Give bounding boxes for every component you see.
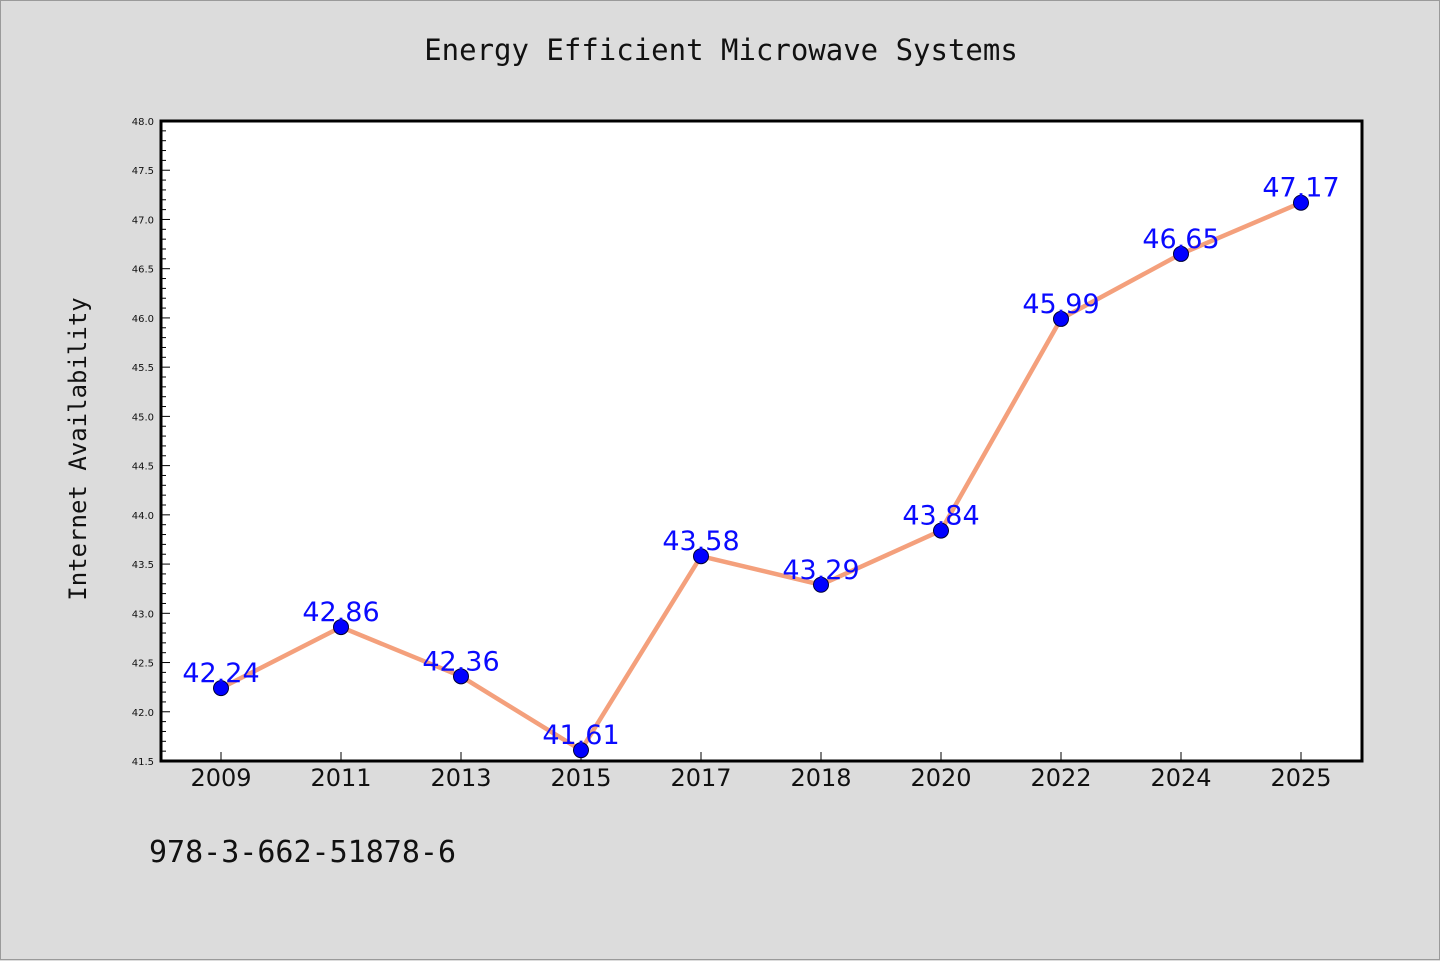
data-label: 42.24 (182, 658, 259, 689)
data-label: 43.58 (662, 526, 739, 557)
y-tick-label: 48.0 (132, 117, 154, 128)
y-tick-label: 42.5 (132, 659, 154, 670)
x-tick-label: 2013 (430, 764, 491, 792)
data-point (213, 680, 229, 697)
plot-area (161, 121, 1362, 761)
data-label: 46.65 (1142, 224, 1219, 255)
series-line-group (213, 194, 1309, 759)
y-axis: 41.5 42.0 42.5 43.0 43.5 44.0 44.5 45.0 45.5 46.0… (132, 117, 170, 768)
x-tick-label: 2024 (1150, 764, 1211, 792)
y-tick-label: 43.5 (132, 560, 154, 571)
data-label: 42.86 (302, 597, 379, 628)
data-point (1173, 245, 1189, 262)
y-tick-label: 45.0 (132, 412, 154, 423)
x-tick-label: 2022 (1030, 764, 1091, 792)
data-point (1293, 194, 1309, 211)
x-tick-label: 2020 (910, 764, 971, 792)
data-label-group: 42.24 42.86 42.36 41.61 43.58 43.29 43.84 45.99… (182, 173, 1339, 751)
data-point (333, 619, 349, 636)
x-tick-label: 2009 (190, 764, 251, 792)
data-point (1053, 310, 1069, 327)
x-tick-label: 2011 (310, 764, 371, 792)
data-label: 42.36 (422, 646, 499, 677)
series-line (218, 200, 1304, 753)
y-tick-label: 47.0 (132, 215, 154, 226)
isbn-text: 978-3-662-51878-6 (149, 835, 457, 870)
y-tick-label: 41.5 (132, 757, 154, 768)
x-tick-label: 2018 (790, 764, 851, 792)
plot-border (159, 119, 1364, 763)
chart-title: Energy Efficient Microwave Systems (424, 33, 1018, 67)
data-point (933, 522, 949, 539)
data-label: 45.99 (1022, 289, 1099, 320)
x-tick-label: 2015 (550, 764, 611, 792)
x-tick-label: 2017 (670, 764, 731, 792)
y-tick-label: 46.0 (132, 314, 154, 325)
data-label: 47.17 (1262, 173, 1339, 204)
y-tick-label: 44.5 (132, 462, 154, 473)
y-tick-label: 47.5 (132, 166, 154, 177)
data-label: 41.61 (542, 720, 619, 751)
y-tick-label: 42.0 (132, 708, 154, 719)
y-tick-label: 43.0 (132, 609, 154, 620)
data-label: 43.84 (902, 501, 979, 532)
data-point (693, 548, 709, 565)
y-tick-label: 45.5 (132, 363, 154, 374)
data-label: 43.29 (782, 555, 859, 586)
x-axis: 2009 2011 2013 2015 2017 2018 2020 2022 2024 2025 (190, 752, 1332, 792)
x-tick-label: 2025 (1270, 764, 1331, 792)
y-tick-label: 46.5 (132, 265, 154, 276)
data-point (453, 668, 469, 685)
data-point (813, 576, 829, 593)
data-point (573, 742, 589, 759)
y-tick-label: 44.0 (132, 511, 154, 522)
